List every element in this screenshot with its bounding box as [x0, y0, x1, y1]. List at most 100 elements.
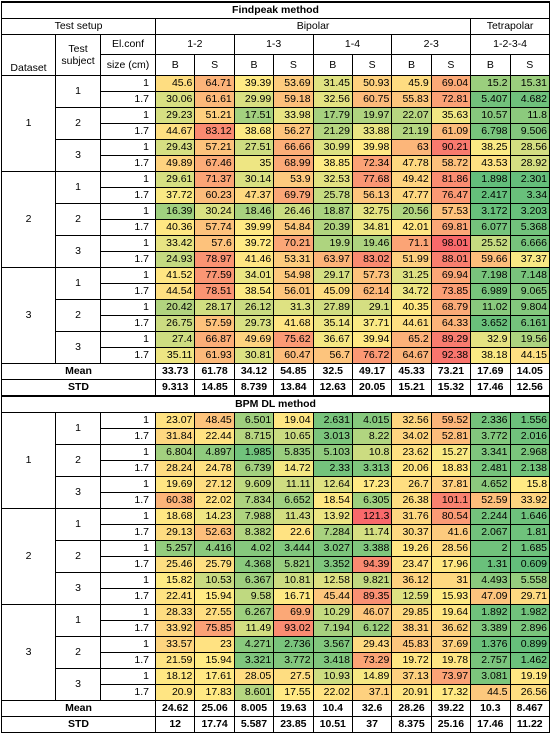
value-cell: 72.34 — [351, 155, 393, 172]
value-cell: 22.02 — [312, 684, 353, 701]
summary-value: 10.3 — [470, 700, 511, 717]
value-cell: 45.44 — [312, 588, 353, 605]
value-cell: 61.09 — [430, 123, 472, 140]
header-cell: S — [430, 54, 472, 76]
summary-label: STD — [1, 379, 156, 397]
value-cell: 1.646 — [509, 508, 550, 525]
value-cell: 15.31 — [509, 75, 550, 92]
value-cell: 6.367 — [233, 572, 275, 589]
size-label: 1.7 — [100, 251, 156, 268]
value-cell: 57.6 — [194, 235, 235, 252]
value-cell: 63 — [391, 139, 432, 156]
value-cell: 3.341 — [470, 444, 511, 461]
value-cell: 0.899 — [509, 636, 550, 653]
value-cell: 6.122 — [351, 620, 393, 637]
table-row: 2 1 29.23 51.21 17.51 33.98 17.79 19.97 22.07 35.… — [2, 107, 550, 140]
value-cell: 31.45 — [312, 75, 353, 92]
value-cell: 29.85 — [391, 604, 432, 621]
value-cell: 28.56 — [430, 540, 472, 557]
value-cell: 49.89 — [154, 155, 196, 172]
value-cell: 66.66 — [273, 139, 314, 156]
value-cell: 41.52 — [154, 267, 196, 284]
subject-label: 2 — [55, 203, 101, 236]
value-cell: 45.9 — [391, 75, 432, 92]
value-cell: 44.61 — [391, 315, 432, 332]
value-cell: 2 — [470, 540, 511, 557]
value-cell: 27.55 — [194, 604, 235, 621]
value-cell: 49.69 — [233, 331, 275, 348]
table-row: 2 1 1 29.61 71.37 30.14 53.9 32.53 77.68 49.42 81.… — [1, 171, 550, 268]
value-cell: 44.5 — [470, 684, 511, 701]
value-cell: 29.23 — [154, 107, 196, 124]
table-row: 2 1 1 18.68 14.23 7.988 11.43 13.92 121.3 31.76 80… — [1, 508, 550, 605]
value-cell: 38.85 — [312, 155, 353, 172]
value-cell: 2.736 — [273, 636, 314, 653]
value-cell: 56.01 — [273, 283, 314, 300]
size-label: 1 — [100, 604, 156, 621]
value-cell: 80.54 — [430, 508, 472, 525]
table-row: 2 1 5.257 4.416 4.02 3.444 3.027 3.388 19.26 28.5… — [2, 540, 550, 573]
value-cell: 83.02 — [351, 251, 393, 268]
value-cell: 25.78 — [312, 187, 353, 204]
value-cell: 33.92 — [509, 492, 550, 509]
dataset-label: 3 — [1, 267, 56, 364]
value-cell: 6.798 — [470, 123, 511, 140]
value-cell: 7.834 — [233, 492, 275, 509]
value-cell: 37.37 — [509, 251, 550, 268]
value-cell: 30.14 — [233, 171, 275, 188]
value-cell: 1.685 — [509, 540, 550, 557]
value-cell: 39.98 — [351, 139, 393, 156]
value-cell: 3.352 — [312, 556, 353, 573]
value-cell: 51.21 — [194, 107, 235, 124]
value-cell: 69.94 — [430, 267, 472, 284]
value-cell: 5.558 — [509, 572, 550, 589]
summary-value: 10.4 — [312, 700, 353, 717]
subject-label: 3 — [55, 572, 101, 605]
value-cell: 30.24 — [194, 203, 235, 220]
summary-value: 12.56 — [509, 379, 550, 397]
value-cell: 20.06 — [391, 460, 432, 477]
value-cell: 3.027 — [312, 540, 353, 557]
value-cell: 21.29 — [312, 123, 353, 140]
value-cell: 72.81 — [430, 91, 472, 108]
value-cell: 21.59 — [154, 652, 196, 669]
summary-value: 23.85 — [273, 716, 314, 733]
value-cell: 20.9 — [154, 684, 196, 701]
header-cell: S — [194, 54, 235, 76]
summary-label: Mean — [1, 700, 156, 717]
summary-value: 17.46 — [470, 379, 511, 397]
value-cell: 37.81 — [430, 476, 472, 493]
size-label: 1.7 — [100, 460, 156, 477]
value-cell: 40.36 — [154, 219, 196, 236]
value-cell: 2.968 — [509, 444, 550, 461]
value-cell: 30.06 — [154, 91, 196, 108]
value-cell: 15.94 — [194, 588, 235, 605]
value-cell: 39.99 — [233, 219, 275, 236]
value-cell: 50.93 — [351, 75, 393, 92]
table-row: Mean 24.62 25.06 8.005 19.63 10.4 32.6 28.26 39.… — [1, 700, 550, 717]
table-row: 1.7 40.36 57.74 39.99 54.84 20.39 34.81 42.01 69… — [2, 219, 550, 236]
value-cell: 34.02 — [391, 428, 432, 445]
value-cell: 4.02 — [233, 540, 275, 557]
value-cell: 2.301 — [509, 171, 550, 188]
table-row: 2 1 33.57 23 4.271 2.736 3.567 29.43 45.83 37.69 1… — [2, 636, 550, 669]
dataset-label: 3 — [1, 604, 56, 701]
value-cell: 67.46 — [194, 155, 235, 172]
subject-label: 1 — [55, 267, 101, 300]
value-cell: 28.92 — [509, 155, 550, 172]
value-cell: 88.01 — [430, 251, 472, 268]
table-row: Dataset Test subject El.conf 1-2 1-3 1-4 2-3 1-… — [1, 34, 550, 76]
header-cell: S — [273, 54, 314, 76]
summary-value: 19.63 — [273, 700, 314, 717]
value-cell: 14.89 — [351, 668, 393, 685]
value-cell: 4.271 — [233, 636, 275, 653]
table-row: 1.7 60.38 22.02 7.834 6.652 18.54 6.305 26.38 10… — [2, 492, 550, 509]
summary-value: 15.21 — [391, 379, 432, 397]
value-cell: 69.9 — [273, 604, 314, 621]
dataset-label: 1 — [1, 412, 56, 509]
value-cell: 36.67 — [312, 331, 353, 348]
value-cell: 3.172 — [470, 203, 511, 220]
value-cell: 57.59 — [194, 315, 235, 332]
value-cell: 6.652 — [273, 492, 314, 509]
